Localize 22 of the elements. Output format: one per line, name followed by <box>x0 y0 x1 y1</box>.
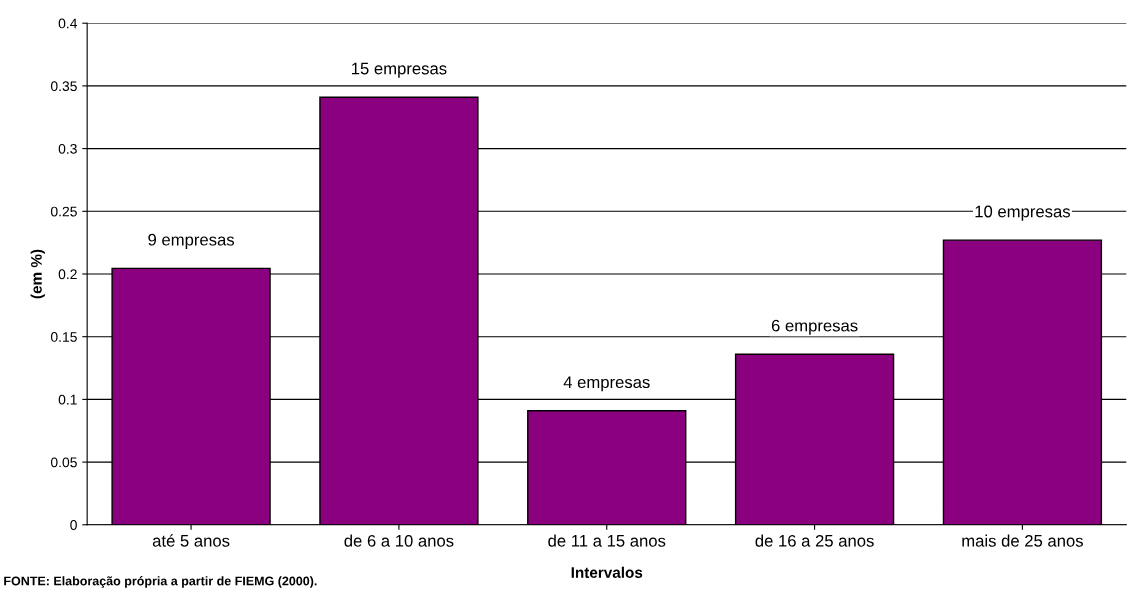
y-tick-label: 0.4 <box>58 18 78 29</box>
y-tick-label: 0.35 <box>50 81 77 92</box>
annotation: 4 empresas <box>563 376 650 392</box>
x-axis-title: Intervalos <box>571 566 643 578</box>
annotation: 15 empresas <box>352 62 447 78</box>
x-tick-label: até 5 anos <box>152 534 230 547</box>
y-tick-label: 0 <box>70 520 77 530</box>
y-tick-label: 0.2 <box>58 269 77 280</box>
y-tick-label: 0.15 <box>50 332 77 342</box>
source-note: FONTE: Elaboração própria a partir de FIEMG (2000). <box>4 576 317 588</box>
x-tick-label: de 6 a 10 anos <box>344 534 454 547</box>
y-tick-label: 0.25 <box>50 206 77 217</box>
x-tick-label: mais de 25 anos <box>962 534 1083 547</box>
annotation: 9 empresas <box>148 233 235 249</box>
x-tick-label: de 11 a 15 anos <box>548 534 666 547</box>
y-axis-title: (em %) <box>30 249 45 299</box>
y-tick-label: 0.05 <box>50 457 77 468</box>
annotation: 6 empresas <box>771 319 858 335</box>
annotation: 10 empresas <box>975 205 1070 221</box>
y-tick-label: 0.3 <box>58 143 77 154</box>
y-tick-label: 0.1 <box>58 394 77 405</box>
x-tick-label: de 16 a 25 anos <box>755 534 874 547</box>
